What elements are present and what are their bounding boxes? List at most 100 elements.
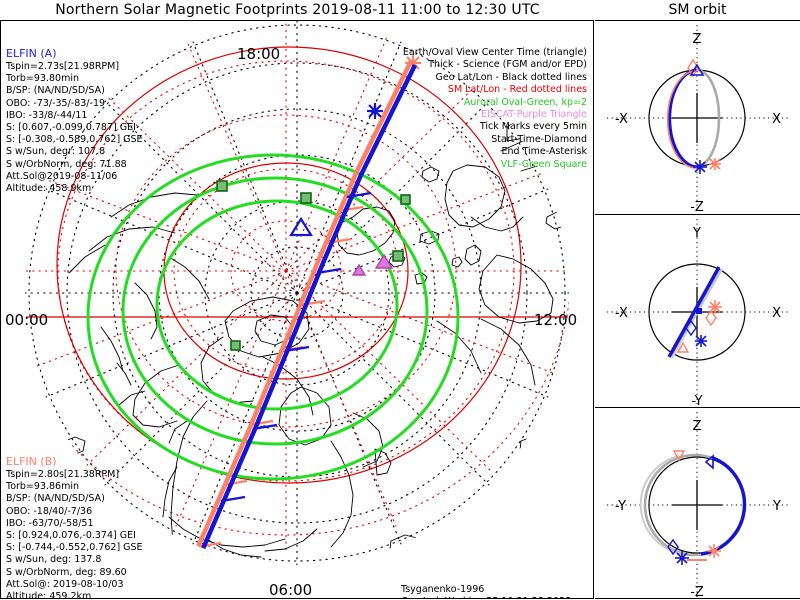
orbit-far-side-xz [696,68,721,168]
axis-label-neg-x: -X [615,112,628,127]
probe-a-line: IBO: -33/8/-44/11 [6,109,88,121]
probe-a-line: S w/OrbNorm, deg: 71.88 [6,158,127,170]
axis-label-neg-y: -Y [691,394,702,407]
sm-orbit-title: SM orbit [668,2,727,18]
axis-label-z: Z [693,32,702,47]
probe-a-orbit-xy [667,266,721,358]
eiscat-marker [374,253,394,269]
probe-a-center-triangle [289,216,313,237]
axis-label-neg-z: -Z [690,200,704,214]
probe-a-end-asterisk-xy [695,335,707,347]
probe-b-line: S: [0.924,0.076,-0.374] GEI [6,530,136,542]
legend-item: Start Time-Diamond [491,133,587,145]
probe-b-center-triangle [173,579,193,593]
sm-orbit-plot-xy: Y -X X -Y [607,219,789,407]
probe-b-orbit-yz [639,455,684,555]
axis-label-y: Y [692,226,701,241]
legend-item: Earth/Oval View Center Time (triangle) [402,47,587,58]
sm-orbit-panel-yz: Z -Y Y -Z [595,407,800,599]
auroral-oval [86,153,460,481]
sm-axis-ticks-xz [672,93,722,143]
probe-b-line: Tspin=2.80s[21.38RPM] [6,469,120,480]
probe-a-end-asterisk-xz [693,160,707,174]
credits-block: Tsyganenko-1996 Created: Wed Jan 25 10:2… [401,584,571,598]
probe-b-name: ELFIN (B) [6,455,57,468]
clock-label-top: 18:00 [237,45,281,63]
probe-b-start-diamond-xz [687,58,699,78]
legend-item: Auroral Oval-Green, kp=2 [463,96,587,108]
sm-orbit-plot-xz: Z -X X -Z [607,25,789,214]
probe-a-track [180,64,418,565]
vlf-marker [230,340,241,351]
probe-a-line: Tspin=2.73s[21.98RPM] [6,61,120,72]
probe-b-line: S w/Sun, deg: 137.8 [6,554,102,566]
clock-label-right: 12:00 [534,311,578,329]
legend-item: EISCAT-Purple Triangle [481,109,587,121]
sm-orbit-panel-xy: Y -X X -Y [595,214,800,407]
probe-a-line: S: [0.607,-0.099,0.787] GEI [6,122,136,134]
axis-label-neg-x: -X [615,306,628,321]
probe-b-info: ELFIN (B) Tspin=2.80s[21.38RPM] Torb=93.… [6,455,143,598]
probe-a-center-triangle-xz [689,63,705,76]
probe-a-end-asterisk [367,103,383,119]
probe-b-orbit-xz [666,70,698,169]
sm-orbit-plot-yz: Z -Y Y -Z [607,412,789,599]
probe-b-start-diamond [179,547,195,565]
sm-graticule [25,21,569,552]
probe-b-line: Att.Sol@: 2019-08-10/03 [6,578,124,590]
probe-a-center-triangle-yz [704,454,714,470]
probe-b-center-triangle-yz [672,450,686,462]
probe-a-line: Altitude: 458.9km [6,183,92,195]
polar-map-plot [25,21,569,593]
vlf-marker [400,194,411,205]
vlf-markers [216,180,411,351]
probe-a-name: ELFIN (A) [6,47,57,60]
sm-axis-ticks-yz [672,480,722,530]
eiscat-marker [351,263,367,276]
probe-b-line: IBO: -63/70/-58/51 [6,517,94,529]
axis-label-z: Z [693,419,702,434]
coastlines [63,114,569,558]
probe-b-line: Torb=93.86min [6,481,80,493]
legend-item: End Time-Asterisk [501,146,587,158]
probe-a-orbit-yz [700,456,747,556]
axis-label-x: X [772,112,781,127]
axis-label-y: Y [772,499,781,514]
clock-label-bottom: 06:00 [269,581,313,599]
axis-label-x: X [772,306,781,321]
legend-item: Tick Marks every 5min [479,121,587,133]
vlf-marker [300,192,312,204]
legend-item: Thick - Science (FGM and/or EPD) [428,59,587,71]
probe-a-line: B/SP: (NA/ND/SD/SA) [6,85,105,97]
probe-b-end-asterisk [405,55,421,71]
legend-item: Geo Lat/Lon - Black dotted lines [435,71,587,83]
probe-b-line: S w/OrbNorm, deg: 89.60 [6,566,127,578]
probe-a-line: OBO: -73/-35/-83/-19 [6,97,106,109]
probe-a-line: S: [-0.308,-0.589,0.762] GSE [6,134,143,146]
clock-label-left: 00:00 [5,311,49,329]
probe-b-end-asterisk-xy [708,300,722,314]
probe-a-line: S w/Sun, degr: 107.8 [6,146,106,158]
probe-a-start-diamond-yz [667,538,679,556]
probe-a-marker-xy [696,308,702,314]
eiscat-markers [351,253,394,276]
probe-a-line: Torb=93.80min [6,73,80,85]
created-timestamp: Created: Wed Jan 25 10:21:23 2023 [401,596,571,598]
model-name: Tsyganenko-1996 [401,584,485,595]
probe-b-center-triangle-xy [676,341,690,353]
probe-b-line: S: [-0.744,-0.552,0.762] GSE [6,542,143,554]
probe-b-line: B/SP: (NA/ND/SD/SA) [6,493,105,505]
polar-map-panel: 18:00 00:00 12:00 06:00 ELFIN (A) Tspin=… [0,20,594,599]
vlf-marker [216,180,228,192]
probe-a-start-diamond-xy [685,319,697,337]
figure-title: Northern Solar Magnetic Footprints 2019-… [55,2,540,18]
probe-b-end-asterisk-xz [709,158,721,170]
probe-b-end-asterisk-yz [707,544,721,558]
legend-item: VLF-Green Square [500,158,587,170]
sm-orbit-panel-xz: Z -X X -Z [595,20,800,214]
probe-a-end-asterisk-yz [675,551,689,565]
probe-a-info: ELFIN (A) Tspin=2.73s[21.98RPM] Torb=93.… [6,47,143,195]
axis-label-neg-z: -Z [690,585,704,599]
legend-item: SM Lat/Lon - Red dotted lines [447,84,587,96]
